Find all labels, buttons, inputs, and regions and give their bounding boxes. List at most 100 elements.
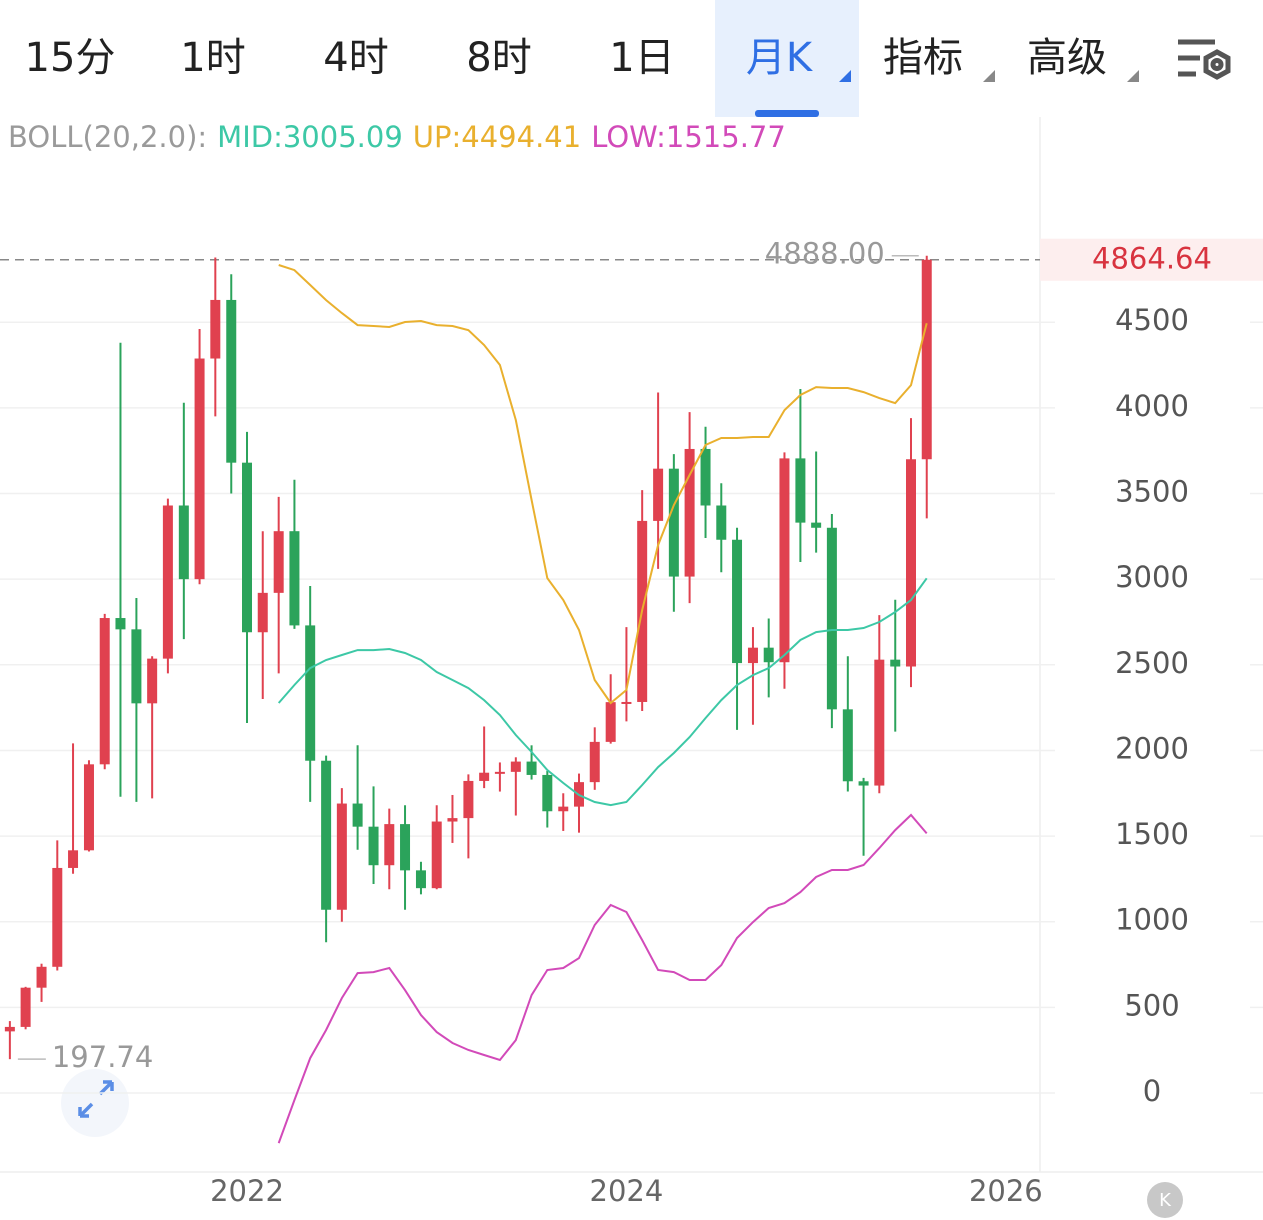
candle-body	[668, 468, 679, 577]
candle-body	[589, 741, 600, 783]
tab[interactable]: 指标	[883, 35, 963, 81]
candle-body	[479, 772, 490, 781]
candle-body	[321, 760, 332, 910]
candle-body	[352, 803, 363, 827]
candle-body	[890, 659, 901, 667]
candle-body	[510, 761, 521, 772]
max-marker-label: 4888.00	[765, 237, 885, 271]
candle-body	[858, 781, 869, 786]
tab[interactable]: 高级	[1027, 35, 1107, 81]
candle-body	[4, 1026, 15, 1032]
candle-body	[384, 824, 395, 866]
candle-body	[747, 647, 758, 664]
candle-body	[194, 358, 205, 580]
candle-body	[732, 539, 743, 664]
candle-body	[842, 709, 853, 782]
y-tick-label: 2000	[1115, 731, 1189, 765]
candle-body	[415, 870, 426, 889]
candle-body	[162, 505, 173, 659]
legend: MID:3005.09 UP:4494.41 LOW:1515.77	[217, 120, 786, 154]
y-tick-label: 4500	[1115, 303, 1189, 337]
candle-body	[431, 821, 442, 889]
y-tick-label: 4000	[1115, 389, 1189, 423]
candle-body	[811, 522, 822, 528]
tab-selected-bg	[715, 0, 859, 117]
y-tick-label: 500	[1124, 988, 1179, 1022]
dropdown-triangle	[1127, 70, 1139, 82]
x-tick-label: 2022	[210, 1174, 284, 1208]
candle-body	[20, 987, 31, 1027]
candle-body	[305, 625, 316, 761]
candle-body	[763, 647, 774, 663]
candle-body	[921, 259, 932, 460]
candle-body	[400, 824, 411, 871]
candle-body	[210, 299, 221, 359]
candle-body	[621, 701, 632, 704]
candle-body	[83, 764, 94, 851]
tab[interactable]: 15分	[25, 35, 116, 81]
y-tick-label: 3000	[1115, 560, 1189, 594]
y-tick-label: 0	[1143, 1074, 1161, 1108]
candle-body	[558, 806, 569, 812]
candle-body	[131, 629, 142, 704]
candle-body	[795, 458, 806, 523]
legend-entry: MID:3005.09	[217, 120, 403, 154]
corner-button[interactable]	[1147, 1182, 1183, 1218]
candle-body	[52, 867, 63, 967]
candle-body	[542, 774, 553, 812]
x-tick-label: 2024	[590, 1174, 664, 1208]
last-price-label: 4864.64	[1092, 242, 1212, 276]
indicator-line	[278, 264, 928, 705]
legend-entry: LOW:1515.77	[591, 120, 786, 154]
tab[interactable]: 月K	[746, 35, 814, 81]
candle-body	[273, 531, 284, 593]
candle-body	[368, 826, 379, 866]
zoom-arrows	[78, 1080, 114, 1118]
y-tick-label: 2500	[1115, 646, 1189, 680]
tab-indicator	[755, 110, 819, 117]
last-price-bg	[1040, 238, 1263, 281]
candle-body	[526, 761, 537, 775]
candle-body	[684, 448, 695, 577]
candle-body	[68, 850, 79, 868]
dropdown-triangle	[983, 70, 995, 82]
tab[interactable]: 8时	[466, 35, 531, 81]
candle-body	[826, 527, 837, 710]
y-tick-label: 1000	[1115, 903, 1189, 937]
y-tick-label: 1500	[1115, 817, 1189, 851]
corner-button-label: K	[1159, 1190, 1172, 1211]
zoom-button[interactable]	[61, 1069, 129, 1137]
settings-icon[interactable]	[1178, 39, 1231, 80]
tab[interactable]: 1时	[180, 35, 245, 81]
candle-body	[700, 448, 711, 506]
tab[interactable]: 4时	[323, 35, 388, 81]
candle-body	[605, 702, 616, 742]
candle-body	[226, 299, 237, 463]
candle-body	[147, 658, 158, 704]
candle-body	[99, 618, 110, 765]
candle-body	[257, 592, 268, 633]
candle-body	[336, 803, 347, 910]
indicator-line	[277, 813, 928, 1144]
y-tick-label: 3500	[1115, 475, 1189, 509]
candle-body	[447, 818, 458, 822]
candle-body	[115, 618, 126, 630]
candle-body	[653, 468, 664, 521]
candle-body	[716, 505, 727, 540]
icon-dot	[1210, 58, 1224, 71]
x-tick-label: 2026	[969, 1174, 1043, 1208]
candle-body	[36, 966, 47, 988]
min-marker-label: 197.74	[52, 1040, 153, 1074]
indicator-line	[277, 577, 928, 807]
zoom-bg	[61, 1069, 129, 1137]
candle-body	[242, 462, 253, 633]
tab[interactable]: 1日	[609, 35, 674, 81]
indicator-label: BOLL(20,2.0):	[8, 120, 207, 154]
icon-hex	[1203, 49, 1231, 80]
candle-body	[289, 531, 300, 626]
candle-body	[178, 505, 189, 580]
candle-body	[494, 771, 505, 774]
